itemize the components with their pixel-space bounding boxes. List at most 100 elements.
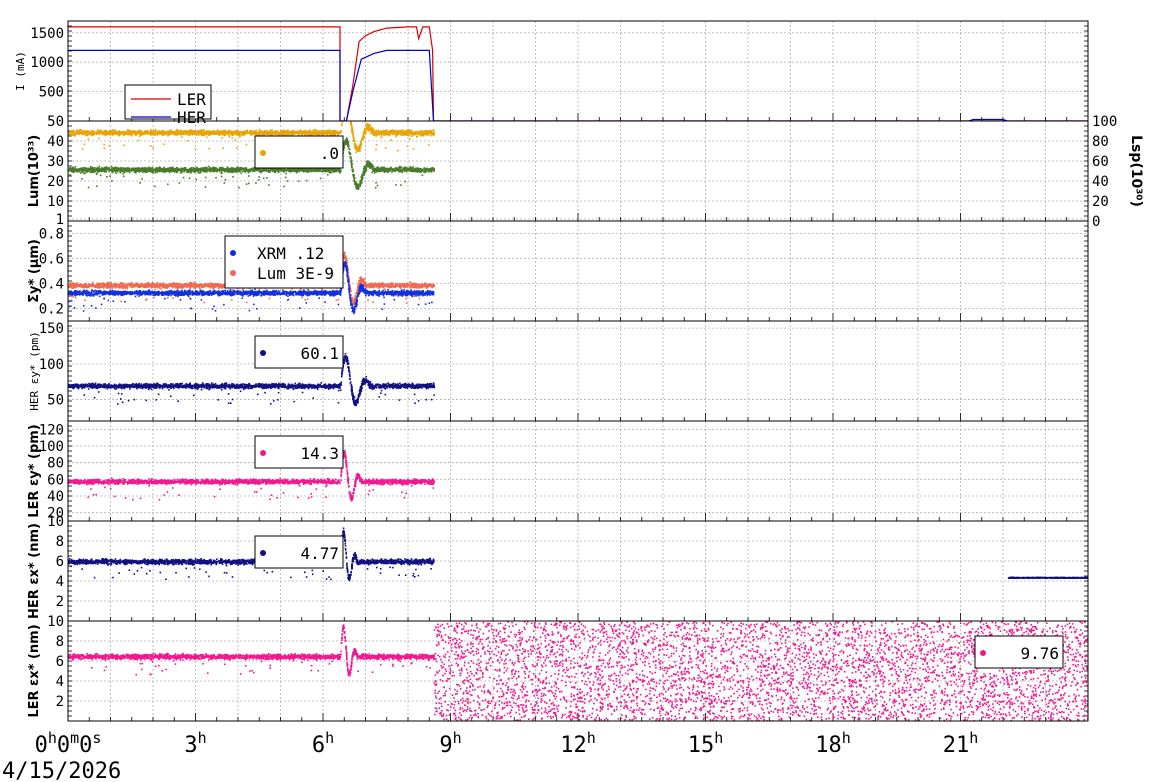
data-point [429,170,432,172]
data-point [341,121,344,124]
data-point [428,167,431,170]
data-point [424,169,427,172]
data-point [360,140,363,142]
data-point [400,184,402,186]
data-point [188,133,191,136]
data-point [106,133,109,135]
data-point [201,131,204,134]
data-point [296,171,298,173]
data-point [288,168,290,171]
data-point [224,133,226,136]
data-point [247,132,250,134]
data-point [270,133,272,136]
data-point [343,111,345,113]
data-point [127,168,130,171]
data-point [258,168,261,170]
data-point [82,168,85,171]
data-point [182,133,185,135]
data-point [380,133,383,136]
data-point [355,151,357,154]
data-point [250,132,252,134]
data-point [348,148,351,151]
data-point [432,134,435,137]
data-point [227,167,229,169]
data-point [154,132,156,134]
data-point [395,130,398,132]
data-point [302,171,305,173]
data-point [185,132,188,135]
data-point [168,166,171,169]
data-point [315,133,318,135]
data-point [362,137,364,139]
data-point [416,132,419,134]
data-point [350,159,353,162]
data-point [112,131,115,134]
data-point [380,136,383,139]
data-point [189,170,192,172]
data-point [377,168,379,171]
data-point [96,185,98,187]
data-point [308,129,310,132]
data-point [80,172,82,174]
data-point [123,134,125,137]
data-point [161,134,164,136]
data-point [266,177,268,179]
data-point [284,169,287,171]
data-point [323,168,326,171]
data-point [372,132,374,135]
data-point [231,132,234,134]
data-point [135,131,138,134]
data-point [282,170,284,172]
data-point [397,149,399,152]
legend-label: LER [177,90,206,109]
data-point [274,171,277,174]
data-point [135,168,138,171]
data-point [81,171,83,173]
data-point [157,170,160,172]
data-point [178,131,180,134]
data-point [362,139,364,141]
data-point [351,166,353,169]
data-point [285,132,288,135]
data-point [399,165,401,168]
data-point [420,170,423,172]
data-point [280,130,283,133]
data-point [345,103,347,105]
data-point [415,167,418,170]
data-point [287,131,289,133]
y2-tick-label: 20 [1092,194,1109,210]
data-point [262,132,265,135]
panel-luminosity: 11020304050Lum(10³³)020406080100Lsp(10³⁰… [27,103,1144,230]
data-point [195,170,197,173]
data-point [366,125,368,128]
data-point [196,167,199,170]
data-point [358,144,361,147]
data-point [226,167,228,170]
data-point [364,132,367,135]
data-point [428,132,431,135]
data-point [364,131,366,134]
data-point [326,170,329,172]
data-point [101,167,103,169]
data-point [391,129,394,131]
data-point [82,169,84,171]
data-point [378,167,381,170]
data-point [360,176,362,178]
data-point [91,171,94,173]
data-point [411,170,414,173]
data-point [190,172,192,174]
data-point [153,129,155,132]
data-point [340,170,342,172]
data-point [114,169,117,171]
data-point [188,168,190,171]
data-point [245,143,248,146]
data-point [216,170,218,173]
data-point [345,105,347,107]
data-point [223,134,226,137]
data-point [72,129,75,132]
data-point [352,133,354,135]
data-point [356,150,358,152]
data-point [389,132,391,135]
data-point [127,170,130,172]
